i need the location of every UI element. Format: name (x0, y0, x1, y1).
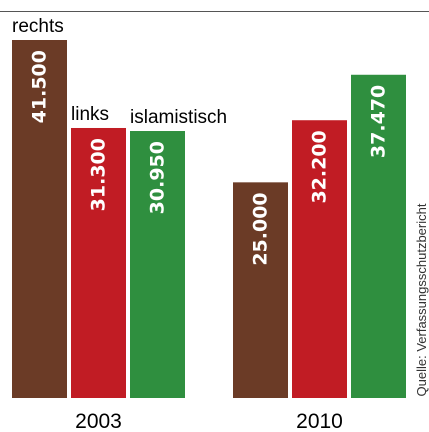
category-label-2003: 2003 (75, 410, 122, 432)
series-label-rechts: rechts (12, 16, 64, 37)
labels-group: 41.500 rechts 31.300 links 30.950 islamistisc… (12, 16, 390, 432)
value-label-islamistisch-2010: 37.470 (368, 85, 390, 158)
series-label-islamistisch: islamistisch (130, 107, 227, 128)
value-label-rechts-2010: 25.000 (250, 192, 272, 265)
bar-links-2003 (71, 127, 126, 399)
series-label-links: links (71, 104, 109, 125)
value-label-links-2010: 32.200 (309, 130, 331, 203)
bar-islamistisch-2003 (130, 131, 185, 398)
bar-links-2010 (292, 120, 347, 399)
bars-group (12, 40, 406, 399)
value-label-links-2003: 31.300 (88, 138, 110, 211)
source-note: Quelle: Verfassungsschutzbericht (414, 203, 429, 396)
value-label-islamistisch-2003: 30.950 (147, 141, 169, 214)
value-label-rechts-2003: 41.500 (29, 50, 51, 123)
top-rule (0, 11, 429, 12)
bar-rechts-2003 (12, 40, 67, 398)
category-label-2010: 2010 (296, 410, 343, 432)
bar-rechts-2010 (233, 182, 288, 398)
bar-islamistisch-2010 (351, 74, 406, 398)
